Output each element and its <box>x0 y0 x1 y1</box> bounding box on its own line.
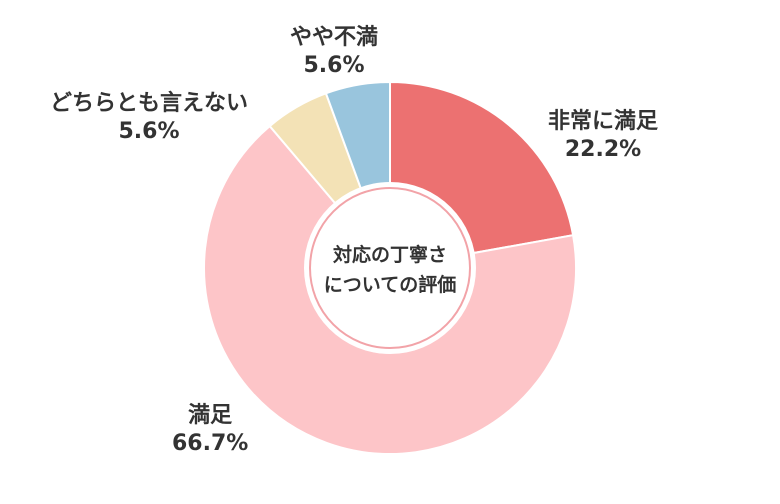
center-title-line-2: についての評価 <box>323 274 457 296</box>
label-satisfied-name: 満足 <box>188 403 233 428</box>
center-title-line-1: 対応の丁寧さ <box>332 244 447 266</box>
donut-inner-ring <box>309 187 471 349</box>
label-very-satisfied-name: 非常に満足 <box>548 109 659 134</box>
label-very-satisfied: 非常に満足 22.2% <box>548 108 658 164</box>
donut-hole <box>304 182 476 354</box>
label-satisfied-value: 66.7% <box>172 431 249 456</box>
label-neutral-name: どちらとも言えない <box>50 91 249 116</box>
label-neutral-value: 5.6% <box>118 119 180 144</box>
label-slightly-dissatisfied: やや不満 5.6% <box>290 24 378 80</box>
label-slightly-dissatisfied-name: やや不満 <box>290 25 379 50</box>
label-neutral: どちらとも言えない 5.6% <box>50 90 248 146</box>
label-satisfied: 満足 66.7% <box>172 402 248 458</box>
label-slightly-dissatisfied-value: 5.6% <box>303 53 365 78</box>
label-very-satisfied-value: 22.2% <box>564 137 642 162</box>
center-title: 対応の丁寧さ についての評価 <box>302 240 478 300</box>
